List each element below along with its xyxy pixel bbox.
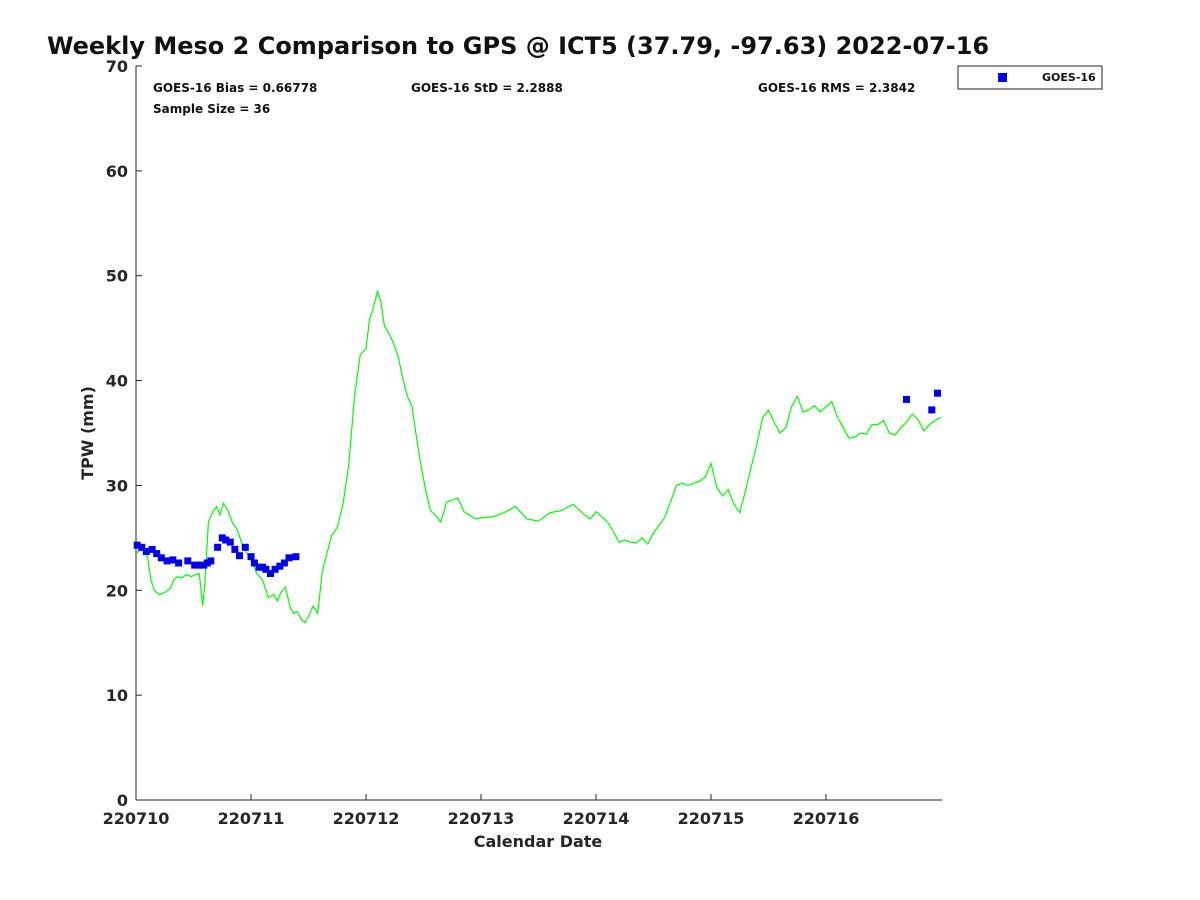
goes16-point: [276, 562, 284, 570]
y-ticks: 0 10 20 30 40 50 60 70: [106, 57, 142, 810]
stat-bias: GOES-16 Bias = 0.66778: [153, 81, 317, 95]
goes16-point: [175, 559, 183, 567]
legend-marker-goes16: [998, 73, 1007, 82]
goes16-point: [267, 570, 274, 577]
y-tick-label: 60: [106, 162, 128, 181]
chart-title: Weekly Meso 2 Comparison to GPS @ ICT5 (…: [47, 32, 989, 60]
legend: GOES-16: [957, 65, 1103, 90]
goes16-point: [207, 557, 215, 565]
x-tick-label: 220713: [448, 809, 515, 828]
x-tick-label: 220711: [218, 809, 285, 828]
y-tick-label: 50: [106, 267, 128, 286]
x-ticks: 220710 220711 220712 220713 220714 220715 2207…: [103, 794, 860, 828]
goes16-point: [285, 554, 293, 562]
goes16-point: [195, 561, 203, 569]
goes16-point: [184, 557, 192, 565]
goes16-point: [169, 556, 177, 564]
legend-label-goes16: GOES-16: [1042, 71, 1096, 84]
goes16-point: [153, 550, 161, 558]
goes16-point: [157, 554, 165, 562]
y-tick-label: 30: [106, 476, 128, 495]
y-tick-label: 10: [106, 686, 128, 705]
x-tick-label: 220715: [678, 809, 745, 828]
goes16-point: [280, 559, 288, 567]
goes16-point: [903, 395, 910, 403]
x-tick-label: 220710: [103, 809, 170, 828]
y-tick-label: 0: [117, 791, 128, 810]
x-tick-label: 220714: [563, 809, 630, 828]
goes16-point: [226, 538, 234, 546]
y-tick-label: 70: [106, 57, 128, 76]
gps-tpw-line: [135, 289, 942, 624]
goes16-point: [236, 552, 243, 560]
goes16-point: [142, 548, 150, 555]
x-tick-label: 220712: [333, 809, 400, 828]
goes16-point: [262, 565, 270, 573]
legend-box: [957, 65, 1103, 90]
goes16-point: [231, 545, 239, 553]
goes16-point: [191, 561, 199, 569]
plot-area: [133, 289, 942, 624]
goes16-point: [241, 543, 249, 551]
x-axis-label: Calendar Date: [474, 832, 603, 851]
goes16-point: [928, 406, 936, 414]
stats-annotations: GOES-16 Bias = 0.66778 GOES-16 StD = 2.2…: [153, 81, 915, 116]
stat-std: GOES-16 StD = 2.2888: [411, 81, 563, 95]
goes16-point: [934, 389, 941, 397]
goes16-point: [138, 543, 146, 551]
y-tick-label: 20: [106, 581, 128, 600]
goes16-point: [133, 541, 141, 549]
goes16-point: [271, 565, 279, 573]
y-tick-label: 40: [106, 372, 128, 391]
stat-rms: GOES-16 RMS = 2.3842: [758, 81, 915, 95]
goes16-point: [214, 543, 222, 551]
stat-sample-size: Sample Size = 36: [153, 102, 270, 116]
goes16-point: [247, 553, 255, 561]
axes: [135, 66, 942, 801]
goes16-point: [163, 557, 171, 565]
y-axis-label: TPW (mm): [78, 386, 97, 480]
x-tick-label: 220716: [793, 809, 860, 828]
goes16-point: [292, 553, 300, 561]
goes16-point: [222, 536, 230, 544]
goes16-point: [148, 545, 156, 553]
goes16-point: [250, 559, 258, 567]
